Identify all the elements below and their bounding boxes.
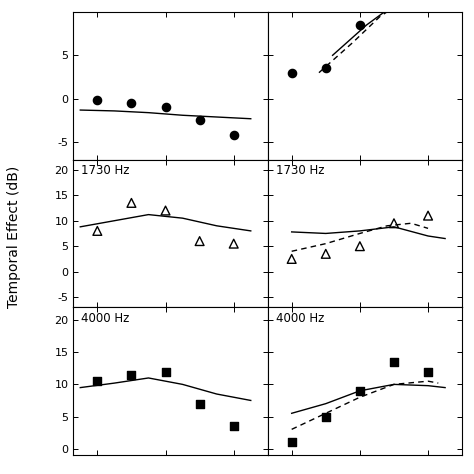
Point bbox=[230, 422, 237, 430]
Point bbox=[356, 242, 364, 250]
Point bbox=[128, 199, 135, 207]
Point bbox=[93, 377, 101, 385]
Point bbox=[424, 0, 432, 3]
Point bbox=[322, 413, 329, 420]
Text: Temporal Effect (dB): Temporal Effect (dB) bbox=[7, 166, 21, 308]
Point bbox=[196, 117, 203, 124]
Point bbox=[288, 69, 295, 76]
Point bbox=[322, 250, 329, 257]
Point bbox=[424, 212, 432, 219]
Point bbox=[356, 387, 364, 394]
Text: 4000 Hz: 4000 Hz bbox=[81, 312, 129, 325]
Point bbox=[196, 237, 203, 245]
Point bbox=[390, 0, 398, 7]
Point bbox=[230, 131, 237, 139]
Text: 1730 Hz: 1730 Hz bbox=[81, 164, 130, 177]
Point bbox=[390, 358, 398, 366]
Point bbox=[93, 97, 101, 104]
Text: 1730 Hz: 1730 Hz bbox=[275, 164, 324, 177]
Text: 4000 Hz: 4000 Hz bbox=[275, 312, 324, 325]
Point bbox=[162, 104, 169, 111]
Point bbox=[424, 368, 432, 375]
Point bbox=[128, 100, 135, 107]
Point bbox=[288, 438, 295, 446]
Point bbox=[162, 368, 169, 375]
Point bbox=[288, 255, 295, 263]
Point bbox=[196, 400, 203, 408]
Point bbox=[322, 64, 329, 72]
Point bbox=[356, 21, 364, 29]
Point bbox=[162, 207, 169, 214]
Point bbox=[128, 371, 135, 379]
Point bbox=[390, 219, 398, 227]
Point bbox=[230, 240, 237, 247]
Point bbox=[93, 227, 101, 235]
